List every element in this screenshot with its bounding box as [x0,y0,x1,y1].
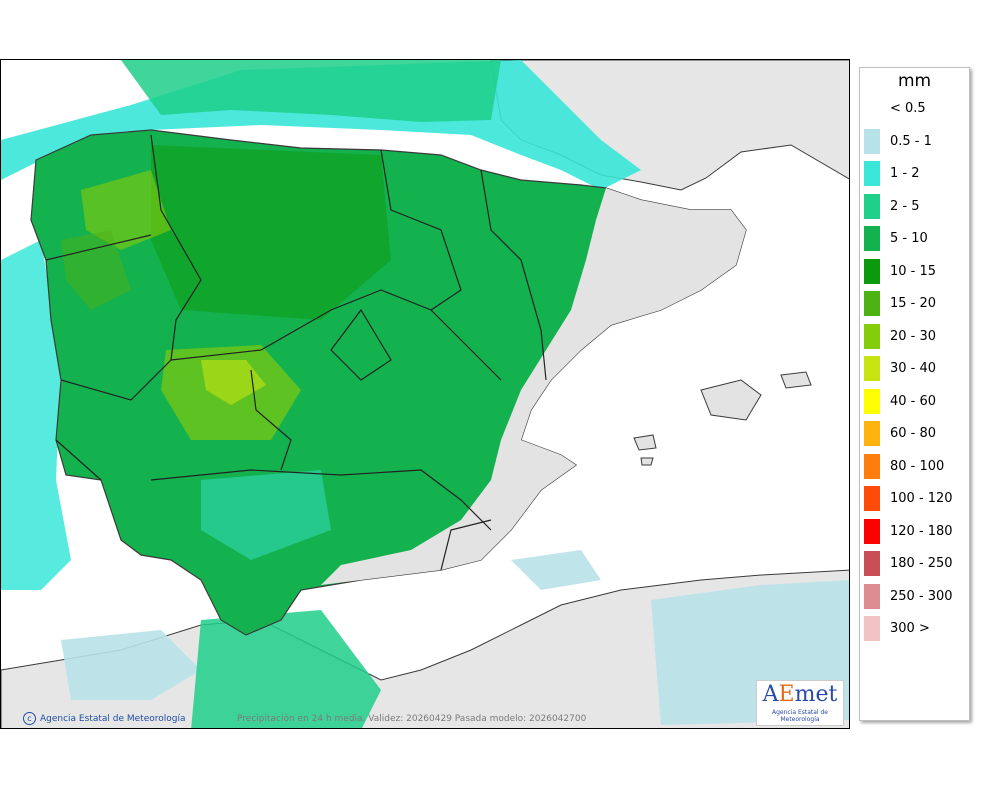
precip-north-plateau [151,145,391,320]
legend-label: 0.5 - 1 [890,133,932,149]
precip-south [201,470,331,560]
legend-label: 250 - 300 [890,588,953,604]
legend-item: 2 - 5 [864,193,920,219]
legend-swatch [864,486,880,511]
agency-credit: c Agencia Estatal de Meteorología [23,712,186,725]
map-canvas [1,60,849,728]
dry-east-coast [321,188,746,585]
precip-med-patch [511,550,601,590]
legend-swatch [864,96,880,121]
legend-item: 80 - 100 [864,453,945,479]
ibiza [633,434,657,451]
legend-item: 10 - 15 [864,258,937,284]
legend-swatch [864,356,880,381]
legend-label: 1 - 2 [890,166,920,181]
legend-label: 180 - 250 [890,556,953,571]
precipitation-legend: mm < 0.5 0.5 - 1 1 - 2 2 - 5 5 - 10 10 - 15 15… [859,67,970,721]
precipitation-map[interactable]: c Agencia Estatal de Meteorología Precip… [0,59,850,729]
precip-portugal-north [61,230,131,310]
legend-item: 120 - 180 [864,518,953,544]
validity-info: Precipitación en 24 h media. Validez: 20… [237,714,587,724]
legend-swatch [864,258,880,284]
legend-label: 120 - 180 [890,523,953,539]
legend-swatch [864,518,880,544]
legend-swatch [864,388,880,414]
aemet-logo-subtitle: Agencia Estatal de Meteorología [771,709,828,723]
legend-unit: mm [897,71,932,91]
legend-item: 1 - 2 [864,161,920,186]
precip-strait [191,610,381,728]
logo-letter-a: A [762,682,779,707]
precip-biscay-core [121,60,501,122]
legend-item: 15 - 20 [864,291,936,316]
precip-galicia [81,170,171,250]
legend-label: 30 - 40 [890,361,937,376]
legend-swatch [864,551,880,576]
legend-item: 0.5 - 1 [864,128,932,154]
precip-center-peak [201,360,266,405]
legend-swatch [864,193,880,219]
legend-swatch [864,616,880,641]
legend-swatch [864,453,880,479]
legend-swatch [864,226,880,251]
legend-item: 100 - 120 [864,486,953,511]
legend-label: 10 - 15 [890,263,937,279]
legend-label: 60 - 80 [890,426,937,441]
legend-item: 30 - 40 [864,356,936,381]
aemet-logo: AEmet Agencia Estatal de Meteorología [756,680,844,726]
legend-swatch [864,128,880,154]
logo-letter-e: E [778,682,795,707]
legend-item: 180 - 250 [864,551,953,576]
region-borders [45,134,547,571]
legend-label: 100 - 120 [890,491,953,506]
legend-label: 2 - 5 [890,198,920,214]
agency-credit-text: Agencia Estatal de Meteorología [40,713,186,724]
legend-label: 300 > [890,621,930,636]
precip-africa-west [61,630,201,700]
legend-swatch [864,323,880,349]
legend-item: 5 - 10 [864,226,928,251]
legend-swatch [864,161,880,186]
legend-swatch [864,583,880,609]
legend-item: < 0.5 [864,96,926,121]
legend-item: 40 - 60 [864,388,937,414]
legend-swatch [864,291,880,316]
legend-item: 20 - 30 [864,323,937,349]
legend-item: 250 - 300 [864,583,953,609]
legend-label: 40 - 60 [890,393,937,409]
legend-label: 20 - 30 [890,328,937,344]
legend-item: 60 - 80 [864,421,936,446]
formentera [640,457,654,466]
legend-label: 80 - 100 [890,458,945,474]
menorca [780,371,812,389]
aemet-logo-mark: AEmet [757,681,843,709]
logo-letters-met: met [794,682,838,707]
legend-label: < 0.5 [890,101,926,116]
legend-label: 5 - 10 [890,231,928,246]
legend-item: 300 > [864,616,930,641]
mallorca [700,379,762,421]
legend-swatch [864,421,880,446]
legend-label: 15 - 20 [890,296,937,311]
copyright-icon: c [23,712,36,725]
